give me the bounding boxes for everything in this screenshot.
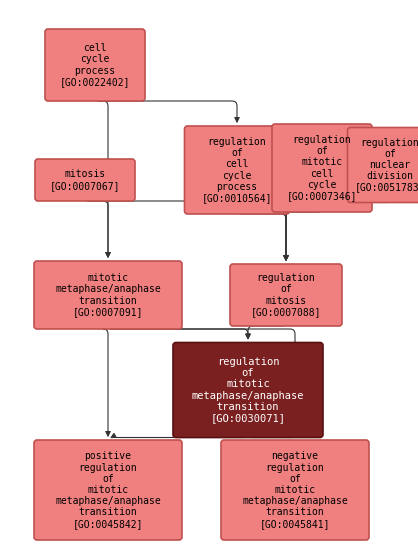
FancyBboxPatch shape: [221, 440, 369, 540]
Text: regulation
of
cell
cycle
process
[GO:0010564]: regulation of cell cycle process [GO:001…: [202, 137, 272, 203]
Text: mitotic
metaphase/anaphase
transition
[GO:0007091]: mitotic metaphase/anaphase transition [G…: [55, 273, 161, 317]
FancyBboxPatch shape: [230, 264, 342, 326]
FancyBboxPatch shape: [272, 124, 372, 212]
Text: mitosis
[GO:0007067]: mitosis [GO:0007067]: [50, 169, 120, 191]
Text: negative
regulation
of
mitotic
metaphase/anaphase
transition
[GO:0045841]: negative regulation of mitotic metaphase…: [242, 451, 348, 528]
Text: regulation
of
nuclear
division
[GO:0051783]: regulation of nuclear division [GO:00517…: [355, 138, 418, 192]
FancyBboxPatch shape: [34, 261, 182, 329]
Text: cell
cycle
process
[GO:0022402]: cell cycle process [GO:0022402]: [60, 43, 130, 87]
Text: positive
regulation
of
mitotic
metaphase/anaphase
transition
[GO:0045842]: positive regulation of mitotic metaphase…: [55, 451, 161, 528]
FancyBboxPatch shape: [35, 159, 135, 201]
Text: regulation
of
mitosis
[GO:0007088]: regulation of mitosis [GO:0007088]: [251, 273, 321, 317]
FancyBboxPatch shape: [45, 29, 145, 101]
Text: regulation
of
mitotic
metaphase/anaphase
transition
[GO:0030071]: regulation of mitotic metaphase/anaphase…: [192, 357, 304, 423]
FancyBboxPatch shape: [184, 126, 290, 214]
Text: regulation
of
mitotic
cell
cycle
[GO:0007346]: regulation of mitotic cell cycle [GO:000…: [287, 135, 357, 201]
FancyBboxPatch shape: [347, 127, 418, 203]
FancyBboxPatch shape: [173, 343, 323, 437]
FancyBboxPatch shape: [34, 440, 182, 540]
